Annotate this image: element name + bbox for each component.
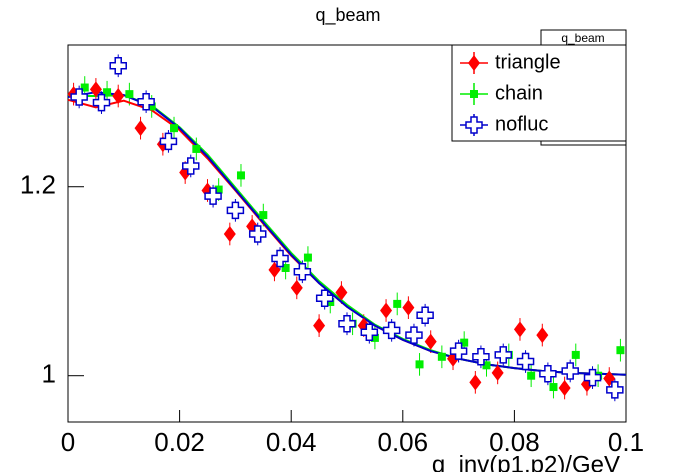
marker [290,279,303,296]
marker [380,302,393,319]
marker [482,361,491,370]
y-tick-label: 1 [42,359,56,389]
marker [606,381,624,399]
marker [437,352,446,361]
plot-frame [67,44,627,423]
marker [513,321,526,338]
marker [460,338,469,347]
marker [80,83,89,92]
legend-label: chain [495,82,543,104]
fit-curve [67,91,627,376]
legend-marker [470,90,478,98]
marker [491,364,504,381]
marker [137,92,155,111]
x-axis-label: q_inv(p1,p2)/GeV [432,451,620,472]
marker [539,365,557,383]
marker [494,346,512,364]
marker [259,211,268,220]
legend-marker [468,55,480,71]
marker [223,225,236,242]
data-layer [67,54,627,402]
marker [424,333,437,350]
marker [393,299,402,308]
x-tick-label: 0.1 [608,427,644,457]
marker [469,374,482,391]
marker [558,379,571,396]
chart-title: q_beam [315,5,380,26]
marker [561,362,579,380]
marker [92,93,111,112]
marker [70,88,88,106]
marker [583,368,602,387]
legend-label: triangle [495,51,561,73]
legend-label: nofluc [495,113,548,135]
marker [147,102,156,111]
marker [248,225,267,243]
marker [125,90,134,99]
marker [571,350,580,359]
marker [527,371,536,380]
marker [103,88,112,97]
y-tick-label: 1.2 [20,170,56,200]
marker [402,299,415,316]
marker [182,157,200,175]
marker [204,187,222,205]
marker [360,323,379,341]
marker [549,383,558,392]
x-tick-label: 0 [61,427,75,457]
marker [416,306,434,324]
marker [472,348,490,366]
marker [313,317,326,334]
marker [338,314,356,333]
marker [281,263,290,272]
marker [335,284,348,301]
stats-title: q_beam [561,31,604,45]
marker [616,346,625,355]
marker [449,342,468,360]
marker [370,333,379,342]
marker [271,249,289,268]
marker [315,289,334,307]
marker [159,132,178,151]
marker [382,321,401,340]
marker [109,57,127,75]
marker [326,298,335,307]
marker [226,201,245,220]
legend-marker [465,116,483,134]
x-tick-label: 0.02 [154,427,205,457]
marker [405,326,423,344]
marker [536,327,549,344]
marker [112,88,125,105]
marker [236,171,245,180]
marker [170,124,179,133]
marker [89,81,102,98]
marker [293,263,312,281]
marker [303,253,312,262]
x-tick-label: 0.08 [489,427,540,457]
x-tick-label: 0.04 [266,427,317,457]
marker [134,120,147,137]
marker [415,360,424,369]
marker [214,185,223,194]
marker [516,352,535,371]
marker [192,144,201,153]
x-tick-label: 0.06 [377,427,428,457]
